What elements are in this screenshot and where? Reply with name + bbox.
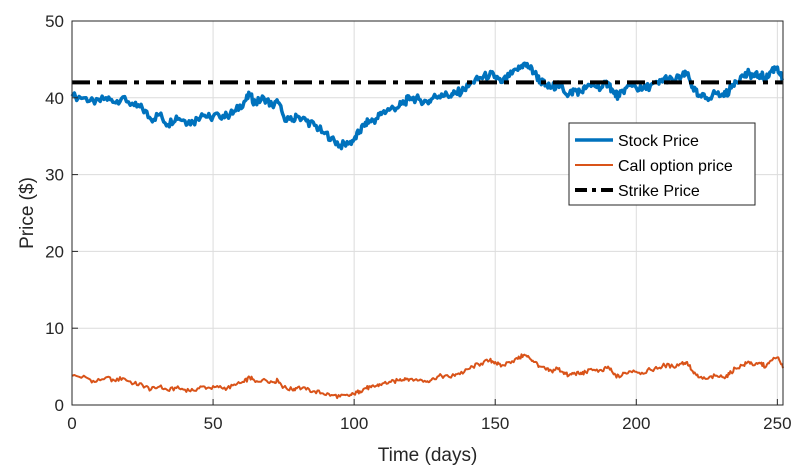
y-tick-label: 20: [45, 242, 64, 261]
y-axis-label: Price ($): [17, 177, 38, 249]
legend: Stock Price Call option price Strike Price: [568, 122, 756, 206]
series-layer: [70, 61, 785, 400]
y-tick-label: 50: [45, 12, 64, 31]
legend-label: Stock Price: [618, 133, 699, 150]
legend-label: Strike Price: [618, 183, 700, 200]
x-tick-label: 200: [622, 414, 650, 433]
x-tick-label: 0: [67, 414, 76, 433]
y-tick-label: 10: [45, 319, 64, 338]
y-tick-label: 40: [45, 89, 64, 108]
series-line-call-option-price: [71, 353, 784, 400]
axis-ticks: 0 50 100 150 200 250 0 10 20 30 40 50: [45, 12, 791, 433]
x-tick-label: 150: [481, 414, 509, 433]
x-axis-label: Time (days): [378, 445, 478, 466]
series-line-stock-price: [70, 61, 785, 151]
y-tick-label: 30: [45, 166, 64, 185]
x-tick-label: 50: [204, 414, 223, 433]
plot-area-frame: [71, 20, 784, 406]
legend-label: Call option price: [618, 158, 733, 175]
x-tick-label: 250: [763, 414, 791, 433]
x-tick-label: 100: [340, 414, 368, 433]
y-tick-label: 0: [55, 396, 64, 415]
